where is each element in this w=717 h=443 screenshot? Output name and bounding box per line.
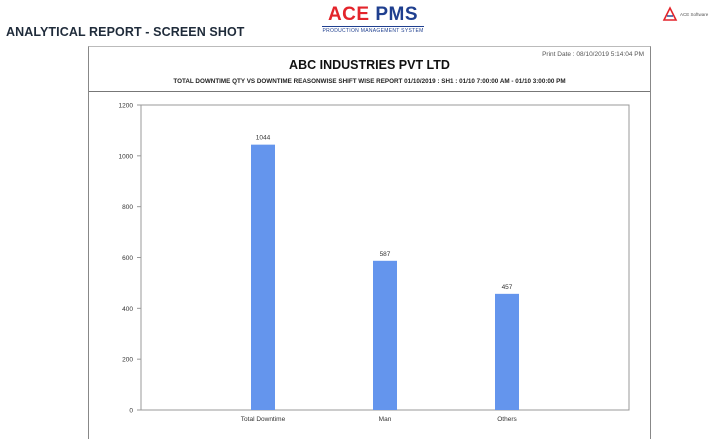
x-tick-label: Man: [379, 416, 392, 423]
report-panel: Print Date : 08/10/2019 5:14:04 PM ABC I…: [88, 46, 651, 439]
y-tick-label: 200: [122, 357, 133, 364]
bar: [373, 260, 397, 410]
x-tick-label: Others: [497, 416, 517, 423]
ace-pms-logo: ACE PMS PRODUCTION MANAGEMENT SYSTEM: [318, 5, 428, 34]
bar: [251, 144, 275, 410]
y-tick-label: 600: [122, 255, 133, 262]
downtime-bar-chart: 0 200 400 600 800 1000 1200 1044 Total Downtime 5…: [119, 103, 630, 423]
logo-ace-text: ACE: [327, 4, 370, 25]
y-tick-label: 400: [122, 306, 133, 313]
brand-name: ACE Software: [680, 12, 709, 17]
bar: [495, 293, 519, 410]
y-tick-label: 1000: [119, 153, 134, 160]
header-divider: [89, 91, 650, 92]
ace-software-icon: [662, 6, 678, 21]
page-title: ANALYTICAL REPORT - SCREEN SHOT: [6, 25, 245, 39]
print-date: Print Date : 08/10/2019 5:14:04 PM: [542, 51, 644, 58]
ace-software-logo: ACE Software: [662, 6, 714, 24]
y-tick-label: 0: [129, 408, 133, 415]
y-tick-label: 800: [122, 204, 133, 211]
x-tick-label: Total Downtime: [241, 416, 286, 423]
data-label: 1044: [256, 135, 271, 142]
logo-wordmark: ACE PMS: [318, 5, 428, 25]
data-label: 457: [502, 284, 513, 291]
logo-pms-text: PMS: [375, 4, 419, 25]
report-title: TOTAL DOWNTIME QTY VS DOWNTIME REASONWIS…: [173, 78, 566, 85]
data-label: 587: [380, 251, 391, 258]
y-tick-label: 1200: [119, 103, 134, 110]
company-name: ABC INDUSTRIES PVT LTD: [289, 58, 450, 72]
logo-tagline: PRODUCTION MANAGEMENT SYSTEM: [322, 26, 424, 34]
